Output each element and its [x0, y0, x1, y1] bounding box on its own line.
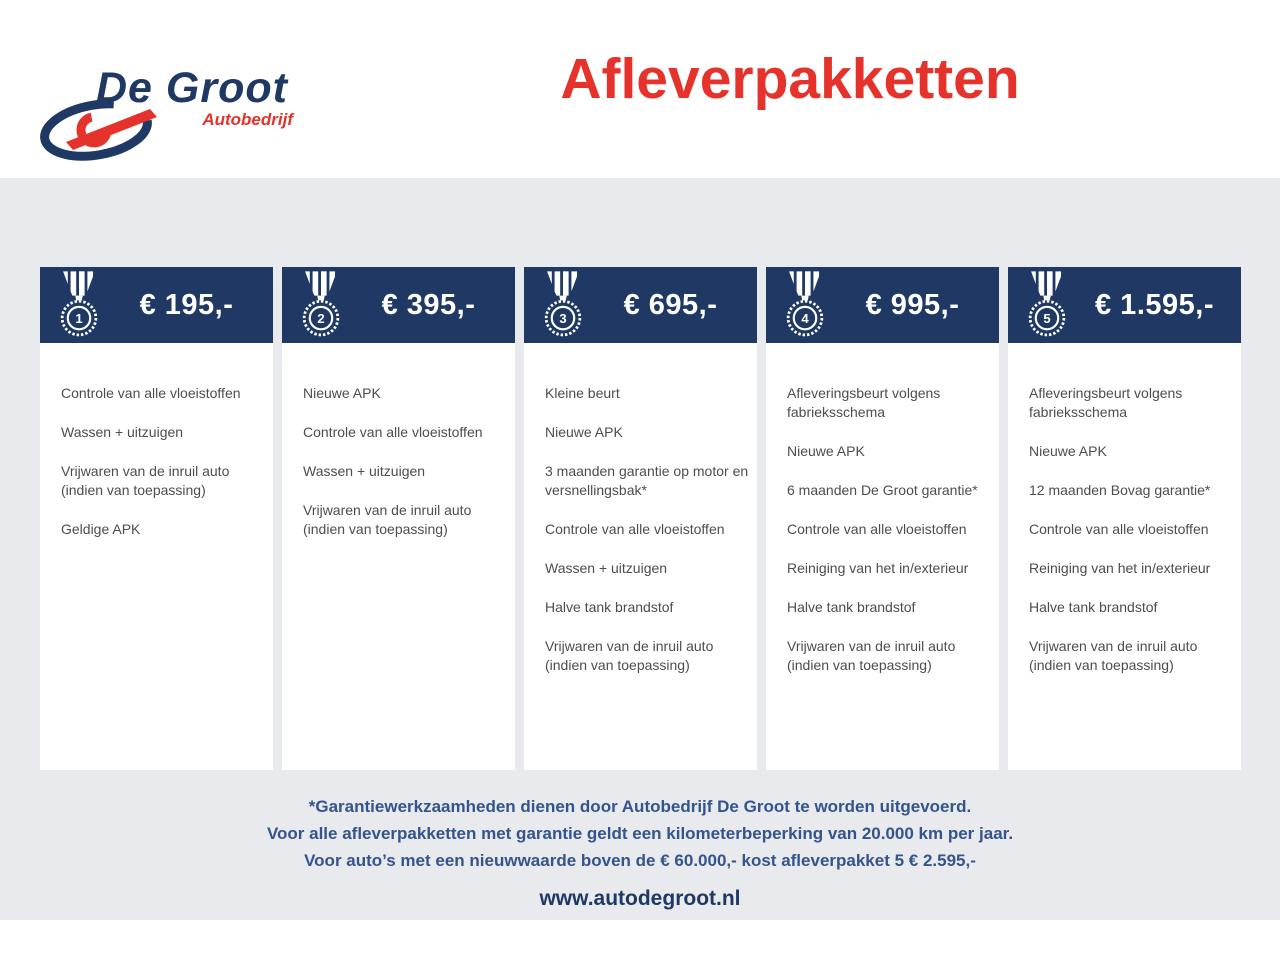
website-link[interactable]: www.autodegroot.nl: [539, 887, 741, 910]
feature-item: Kleine beurt: [545, 385, 620, 401]
feature-item: Afleveringsbeurt volgens fabrieksschema: [1029, 385, 1183, 420]
medal-ribbon-number-4: 4: [776, 268, 834, 342]
package-card-header: 1 € 195,-: [40, 267, 273, 343]
package-price: € 1.595,-: [1095, 288, 1214, 321]
package-price: € 195,-: [139, 288, 234, 321]
feature-list: Afleveringsbeurt volgens fabrieksschema N…: [766, 343, 999, 675]
logo-name: De Groot: [96, 64, 288, 112]
feature-list: Afleveringsbeurt volgens fabrieksschema N…: [1008, 343, 1241, 675]
footnote-line: Voor auto’s met een nieuwwaarde boven de…: [304, 851, 976, 870]
package-card: 3 € 695,- Kleine beurt Nieuwe APK 3 maande…: [524, 267, 757, 770]
medal-ribbon-number-1: 1: [50, 268, 108, 342]
package-card: 5 € 1.595,- Afleveringsbeurt volgens fab…: [1008, 267, 1241, 770]
feature-item: Wassen + uitzuigen: [545, 560, 668, 576]
feature-item: Reiniging van het in/exterieur: [787, 560, 969, 576]
package-card: 2 € 395,- Nieuwe APK Controle van alle vl…: [282, 267, 515, 770]
feature-item: Reiniging van het in/exterieur: [1029, 560, 1211, 576]
feature-item: Wassen + uitzuigen: [303, 463, 426, 479]
package-price: € 395,-: [381, 288, 476, 321]
feature-item: Vrijwaren van de inruil auto (indien van…: [545, 638, 714, 673]
package-price: € 695,-: [623, 288, 718, 321]
feature-item: Controle van alle vloeistoffen: [545, 521, 725, 537]
feature-item: Nieuwe APK: [545, 424, 623, 440]
svg-text:4: 4: [801, 311, 809, 326]
feature-item: Vrijwaren van de inruil auto (indien van…: [61, 463, 230, 498]
footnotes: *Garantiewerkzaamheden dienen door Autob…: [0, 793, 1280, 874]
package-cards: 1 € 195,- Controle van alle vloeistoffen…: [40, 267, 1241, 770]
package-card-header: 4 € 995,-: [766, 267, 999, 343]
svg-text:1: 1: [75, 311, 82, 326]
feature-list: Kleine beurt Nieuwe APK 3 maanden garantie…: [524, 343, 757, 675]
package-card-header: 3 € 695,-: [524, 267, 757, 343]
feature-item: Vrijwaren van de inruil auto (indien van…: [787, 638, 956, 673]
medal-ribbon-number-2: 2: [292, 268, 350, 342]
content-band: 1 € 195,- Controle van alle vloeistoffen…: [0, 178, 1280, 920]
degroot-swoosh-icon: [40, 99, 157, 161]
feature-item: Vrijwaren van de inruil auto (indien van…: [1029, 638, 1198, 673]
feature-item: Wassen + uitzuigen: [61, 424, 184, 440]
page-title: Afleverpakketten: [560, 47, 1020, 111]
feature-item: 12 maanden Bovag garantie*: [1029, 482, 1211, 498]
feature-item: Halve tank brandstof: [545, 599, 674, 615]
package-card: 4 € 995,- Afleveringsbeurt volgens fabri…: [766, 267, 999, 770]
package-card-header: 2 € 395,-: [282, 267, 515, 343]
feature-item: Halve tank brandstof: [787, 599, 916, 615]
feature-list: Nieuwe APK Controle van alle vloeistoffen…: [282, 343, 515, 539]
medal-ribbon-number-3: 3: [534, 268, 592, 342]
feature-item: Controle van alle vloeistoffen: [303, 424, 483, 440]
feature-item: Afleveringsbeurt volgens fabrieksschema: [787, 385, 941, 420]
package-card: 1 € 195,- Controle van alle vloeistoffen…: [40, 267, 273, 770]
logo-subtitle: Autobedrijf: [202, 110, 293, 129]
feature-item: Geldige APK: [61, 521, 141, 537]
footnote-line: *Garantiewerkzaamheden dienen door Autob…: [308, 797, 972, 816]
package-card-header: 5 € 1.595,-: [1008, 267, 1241, 343]
feature-item: 6 maanden De Groot garantie*: [787, 482, 978, 498]
feature-item: Nieuwe APK: [787, 443, 865, 459]
feature-item: 3 maanden garantie op motor en versnelli…: [545, 463, 749, 498]
feature-item: Nieuwe APK: [1029, 443, 1107, 459]
package-price: € 995,-: [865, 288, 960, 321]
footnote-line: Voor alle afleverpakketten met garantie …: [266, 824, 1014, 843]
feature-item: Controle van alle vloeistoffen: [1029, 521, 1209, 537]
feature-item: Nieuwe APK: [303, 385, 381, 401]
feature-item: Halve tank brandstof: [1029, 599, 1158, 615]
feature-list: Controle van alle vloeistoffen Wassen + u…: [40, 343, 273, 539]
svg-text:5: 5: [1043, 311, 1050, 326]
medal-ribbon-number-5: 5: [1018, 268, 1076, 342]
feature-item: Controle van alle vloeistoffen: [61, 385, 241, 401]
svg-text:3: 3: [559, 311, 566, 326]
feature-item: Controle van alle vloeistoffen: [787, 521, 967, 537]
feature-item: Vrijwaren van de inruil auto (indien van…: [303, 502, 472, 537]
svg-text:2: 2: [317, 311, 324, 326]
